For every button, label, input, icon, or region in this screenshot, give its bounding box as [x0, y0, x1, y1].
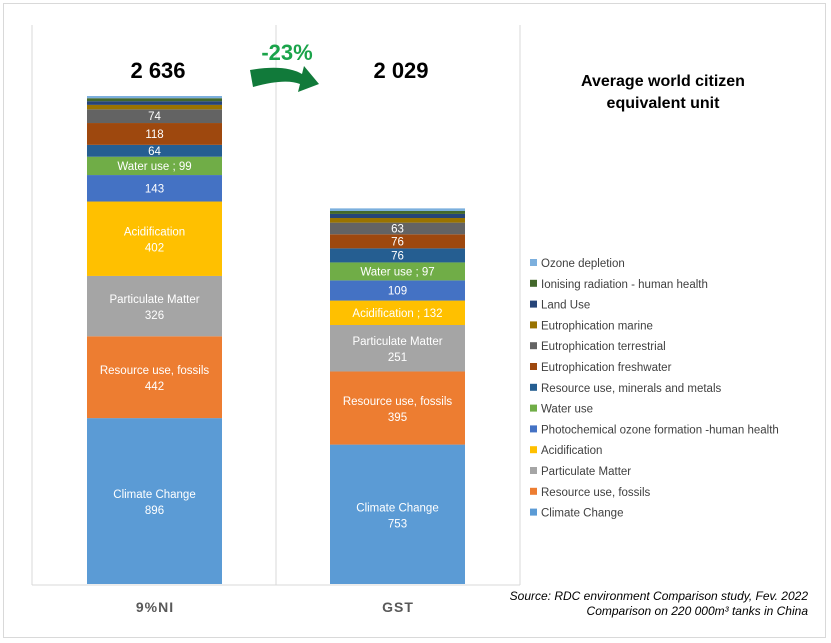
- segment-value-label: 74: [148, 111, 161, 123]
- chart-title-line2: equivalent unit: [607, 95, 721, 112]
- legend-swatch: [530, 508, 537, 516]
- source-line-2: Comparison on 220 000m³ tanks in China: [587, 604, 809, 618]
- segment-name-label: Resource use, fossils: [100, 365, 210, 377]
- bar-segment: [330, 262, 465, 281]
- segment-name-label: Resource use, fossils: [343, 396, 453, 408]
- bar-segment: [330, 248, 465, 263]
- legend-item-label: Photochemical ozone formation -human hea…: [541, 424, 779, 436]
- legend-item-label: Climate Change: [541, 508, 623, 520]
- bar-segment: [87, 275, 222, 337]
- legend-swatch: [530, 259, 537, 266]
- legend-item-label: Acidification: [541, 445, 602, 457]
- legend-swatch: [530, 404, 537, 412]
- legend-item-label: Particulate Matter: [541, 466, 631, 478]
- segment-value-label: 76: [391, 236, 404, 248]
- segment-value-label: 326: [145, 310, 164, 322]
- segment-value-label: 109: [388, 285, 407, 297]
- bar-segment: [330, 210, 465, 214]
- chart-grid: [31, 25, 521, 586]
- legend-swatch: [530, 425, 537, 433]
- segment-value-label: 753: [388, 518, 407, 530]
- bar-segment: [87, 156, 222, 176]
- bar-segment: [330, 325, 465, 372]
- bar-segment: [87, 109, 222, 124]
- legend-item-label: Ionising radiation - human health: [541, 279, 708, 291]
- legend-swatch: [530, 487, 537, 495]
- legend-item-label: Eutrophication freshwater: [541, 362, 672, 374]
- segment-value-label: 442: [145, 381, 164, 393]
- segment-label: Water use ; 97: [360, 266, 434, 278]
- category-label-9ni: 9%NI: [136, 599, 174, 615]
- legend-swatch: [530, 279, 537, 287]
- segment-value-label: 63: [391, 223, 404, 235]
- bar-segment: [330, 234, 465, 249]
- segment-value-label: 76: [391, 250, 404, 262]
- total-label-gst: 2 029: [373, 58, 428, 83]
- bar-segment: [330, 280, 465, 301]
- segment-label: Water use ; 99: [117, 161, 191, 173]
- legend-item-label: Resource use, fossils: [541, 487, 651, 499]
- legend-item-label: Land Use: [541, 300, 590, 312]
- source-line-1: Source: RDC environment Comparison study…: [510, 589, 809, 603]
- change-percent-label: -23%: [261, 40, 312, 65]
- bar-segment: [87, 144, 222, 157]
- bar-segment: [87, 98, 222, 102]
- legend-swatch: [530, 363, 537, 370]
- segment-value-label: 251: [388, 352, 407, 364]
- legend-item-label: Ozone depletion: [541, 258, 625, 270]
- legend-swatch: [530, 446, 537, 454]
- legend-item-label: Resource use, minerals and metals: [541, 383, 721, 395]
- segment-name-label: Particulate Matter: [352, 336, 442, 348]
- chart-frame: [3, 3, 826, 638]
- bar-segment: [87, 175, 222, 202]
- reduction-arrow-icon: [250, 66, 319, 92]
- segment-name-label: Particulate Matter: [109, 294, 199, 306]
- segment-value-label: 143: [145, 183, 164, 195]
- segment-name-label: Climate Change: [113, 489, 195, 501]
- bar-segment: [87, 418, 222, 584]
- segment-name-label: Climate Change: [356, 502, 438, 514]
- total-label-9ni: 2 636: [130, 58, 185, 83]
- legend-swatch: [530, 383, 537, 391]
- legend-item-label: Water use: [541, 404, 593, 416]
- chart-title-line1: Average world citizen: [581, 73, 745, 90]
- bar-segment: [330, 222, 465, 235]
- segment-value-label: 402: [145, 243, 164, 255]
- bar-segment: [87, 123, 222, 145]
- segment-value-label: 118: [145, 129, 163, 141]
- bar-segment: [330, 444, 465, 584]
- category-label-gst: GST: [382, 599, 414, 615]
- segment-value-label: 395: [388, 412, 407, 424]
- bar-segment: [330, 300, 465, 326]
- bar-segment: [87, 96, 222, 99]
- bar-segment: [87, 104, 222, 110]
- legend-swatch: [530, 321, 537, 329]
- segment-value-label: 64: [148, 146, 161, 158]
- legend-swatch: [530, 300, 537, 308]
- segment-value-label: 896: [145, 505, 164, 517]
- bar-segment: [330, 218, 465, 223]
- bar-segment: [87, 101, 222, 105]
- bar-segment: [330, 208, 465, 211]
- legend-swatch: [530, 342, 537, 350]
- segment-label: Acidification ; 132: [352, 308, 442, 320]
- legend-swatch: [530, 467, 537, 474]
- legend-item-label: Eutrophication terrestrial: [541, 341, 666, 353]
- bar-segment: [330, 213, 465, 218]
- segment-name-label: Acidification: [124, 227, 185, 239]
- bar-segment: [87, 336, 222, 419]
- bar-segment: [330, 371, 465, 445]
- bar-segment: [87, 201, 222, 276]
- legend-item-label: Eutrophication marine: [541, 320, 653, 332]
